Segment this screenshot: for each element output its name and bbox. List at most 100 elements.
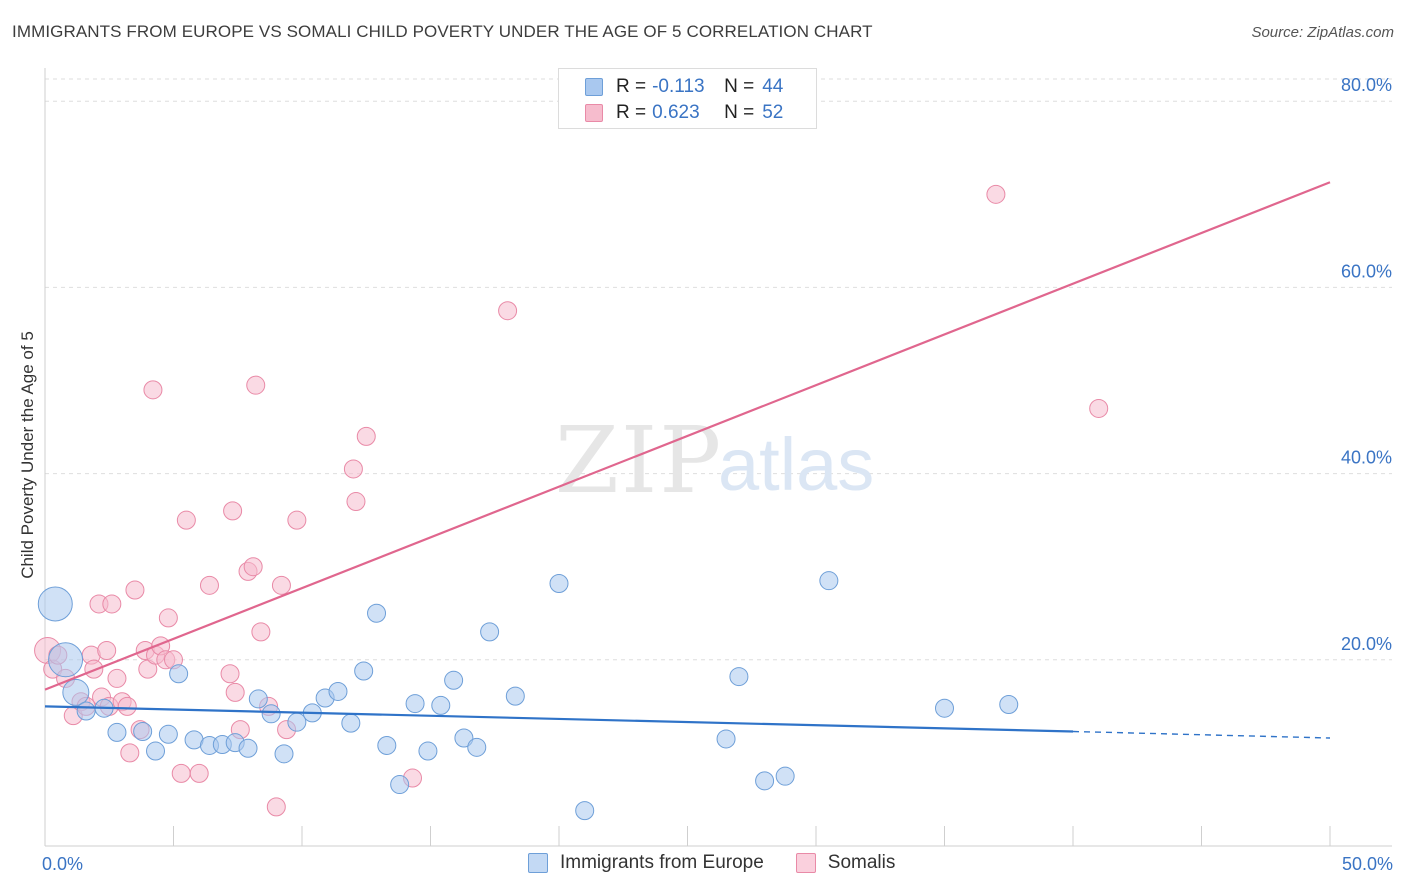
somalis-point (158, 608, 178, 628)
europe-point (716, 729, 736, 749)
europe-point (261, 704, 281, 724)
europe-point (158, 724, 178, 744)
europe-point (37, 586, 73, 622)
watermark-zip: ZIP (555, 407, 723, 514)
somalis-point (223, 501, 243, 521)
europe-point (755, 771, 775, 791)
trend-lines (44, 181, 1331, 739)
europe-point (775, 766, 795, 786)
r-value: 0.623 (652, 102, 700, 123)
europe-point (431, 695, 451, 715)
somalis-point (102, 594, 122, 614)
y-tick-label: 60.0% (1341, 261, 1392, 281)
europe-point (467, 737, 487, 757)
europe-point (328, 681, 348, 701)
europe-swatch (585, 78, 603, 96)
europe-points (37, 571, 1019, 821)
somalis-point (225, 682, 245, 702)
europe-point (62, 678, 90, 706)
somalis-point (171, 763, 191, 783)
europe-point (819, 571, 839, 591)
legend-label-europe: Immigrants from Europe (560, 852, 764, 873)
watermark: ZIP atlas (555, 407, 874, 514)
somalis-point (266, 797, 286, 817)
europe-point (287, 712, 307, 732)
somalis-point (343, 459, 363, 479)
somalis-point (107, 668, 127, 688)
correlation-legend: R = -0.113 N = 44 R = 0.623 N = 52 (558, 68, 817, 129)
europe-point (935, 698, 954, 718)
legend-row-somalis: R = 0.623 N = 52 (585, 100, 783, 126)
somalis-point (246, 375, 266, 395)
somalis-point (97, 641, 117, 660)
europe-point (405, 694, 425, 714)
europe-point (341, 713, 361, 733)
europe-point (549, 573, 569, 593)
europe-point (729, 667, 749, 687)
europe-point (377, 735, 397, 755)
europe-point (480, 622, 500, 642)
somalis-trend-line (44, 181, 1331, 691)
y-tick-label: 40.0% (1341, 448, 1392, 468)
somalis-point (125, 580, 145, 600)
europe-point (169, 664, 189, 684)
somalis-point (1089, 398, 1109, 418)
y-axis-label: Child Poverty Under the Age of 5 (18, 331, 37, 579)
somalis-point (84, 659, 104, 679)
somalis-point (220, 664, 240, 684)
legend-label-somalis: Somalis (827, 852, 896, 873)
europe-point (367, 603, 387, 623)
somalis-point (346, 492, 366, 512)
legend-item-somalis[interactable]: Somalis (795, 852, 896, 874)
r-label: R = (616, 76, 647, 97)
legend-row-europe: R = -0.113 N = 44 (585, 74, 783, 100)
europe-point (133, 721, 153, 741)
y-tick-label: 20.0% (1341, 634, 1392, 654)
somalis-point (189, 763, 209, 783)
europe-point (146, 741, 166, 761)
somalis-point (986, 184, 1006, 204)
somalis-point (199, 575, 219, 595)
somalis-point (287, 510, 307, 530)
chart-title: IMMIGRANTS FROM EUROPE VS SOMALI CHILD P… (12, 22, 873, 41)
somalis-point (176, 510, 196, 530)
europe-swatch (528, 853, 548, 873)
europe-trend-extension (1072, 730, 1331, 739)
somalis-point (243, 557, 263, 577)
europe-point (999, 694, 1019, 714)
source-label: Source: ZipAtlas.com (1251, 24, 1394, 41)
europe-point (274, 744, 294, 764)
n-value: 52 (762, 102, 784, 123)
europe-point (390, 775, 410, 795)
europe-point (454, 728, 474, 748)
europe-point (248, 689, 268, 709)
europe-point (444, 670, 464, 690)
europe-trend-line (44, 705, 1074, 733)
europe-point (505, 686, 525, 706)
somalis-swatch (795, 853, 816, 873)
somalis-point (251, 622, 271, 642)
n-value: 44 (762, 76, 784, 97)
somalis-point (271, 575, 291, 595)
series-legend: Immigrants from Europe Somalis (528, 852, 927, 874)
n-label: N = (724, 102, 755, 123)
europe-point (238, 738, 258, 758)
somalis-point (120, 743, 140, 763)
europe-point (48, 642, 84, 678)
r-value: -0.113 (652, 76, 705, 97)
somalis-point (143, 380, 163, 400)
axis-layer: 20.0% 40.0% 60.0% 80.0% 0.0% 50.0% (42, 68, 1393, 874)
europe-point (418, 741, 438, 761)
n-label: N = (724, 76, 755, 97)
europe-point (107, 722, 127, 742)
x-tick-label: 50.0% (1342, 854, 1393, 874)
europe-point (76, 701, 96, 721)
somalis-swatch (585, 104, 603, 122)
r-label: R = (616, 102, 647, 123)
europe-point (354, 661, 374, 681)
x-tick-label: 0.0% (42, 854, 83, 874)
legend-item-europe[interactable]: Immigrants from Europe (528, 852, 764, 874)
somalis-point (117, 696, 137, 716)
somalis-point (498, 301, 518, 321)
